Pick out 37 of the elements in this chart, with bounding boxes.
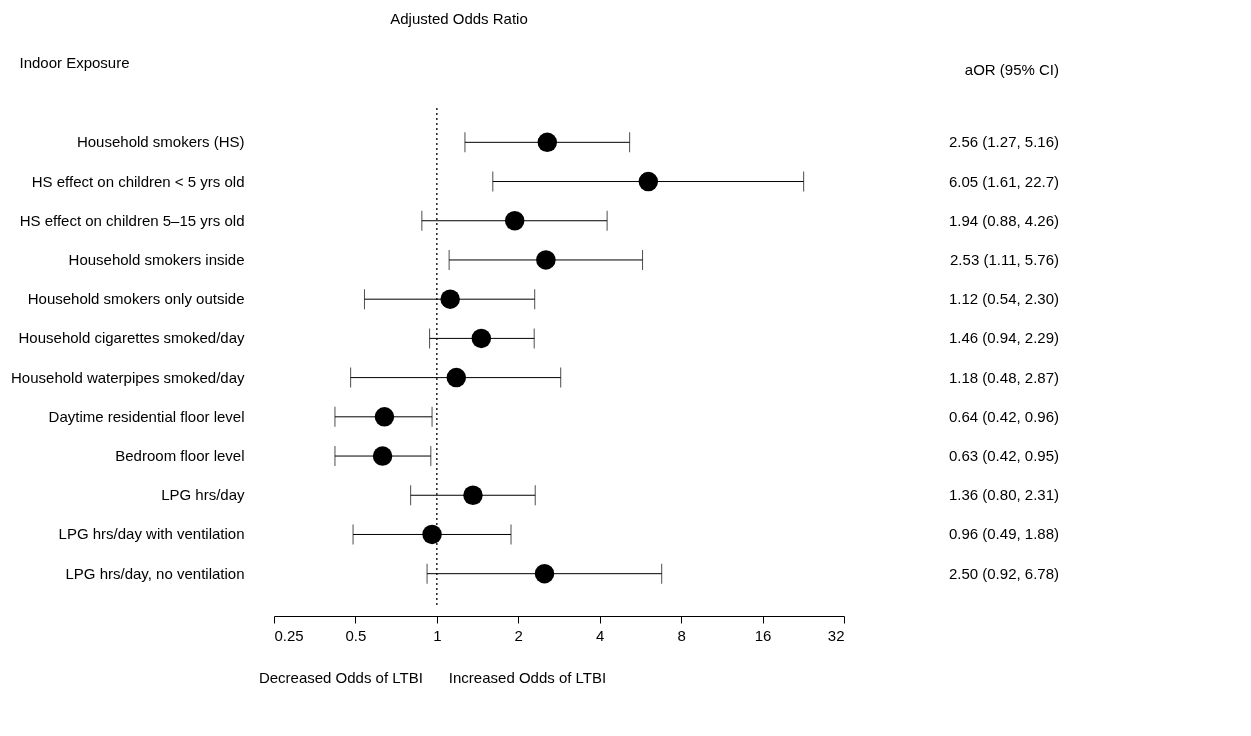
y-tick-label: LPG hrs/day, no ventilation (65, 564, 245, 582)
data-label: 1.36 (0.80, 2.31) (948, 486, 1059, 504)
chart-title: Adjusted Odds Ratio (390, 10, 528, 27)
data-label: 0.63 (0.42, 0.95) (948, 447, 1059, 465)
y-tick-label: HS effect on children < 5 yrs old (31, 172, 245, 190)
y-axis-title: Indoor Exposure (19, 53, 130, 71)
text: Decreased Odds of LTBI (258, 669, 423, 686)
data-label: 1.46 (0.94, 2.29) (948, 329, 1059, 347)
data-label: 6.05 (1.61, 22.7) (948, 172, 1059, 190)
y-tick-label: HS effect on children 5–15 yrs old (19, 211, 245, 229)
y-tick-label: Household smokers only outside (27, 290, 245, 308)
text: aOR (95% CI) (964, 61, 1059, 78)
y-tick-label: Household cigarettes smoked/day (18, 329, 245, 347)
x-tick-label: 2 (514, 626, 523, 644)
data-label: 2.53 (1.11, 5.76) (950, 250, 1059, 268)
data-label: 1.18 (0.48, 2.87) (948, 368, 1059, 386)
data-label: 2.56 (1.27, 5.16) (948, 133, 1059, 151)
y-tick-label: Household smokers inside (68, 250, 245, 268)
data-label: 0.96 (0.49, 1.88) (948, 525, 1059, 543)
data-label: 1.94 (0.88, 4.26) (948, 211, 1059, 229)
y-tick-label: Household smokers (HS) (76, 133, 245, 151)
y-tick-label: LPG hrs/day with ventilation (58, 525, 245, 543)
text: Increased Odds of LTBI (448, 669, 607, 686)
data-label: 0.64 (0.42, 0.96) (948, 407, 1059, 425)
x-tick-label: 0.25 (274, 626, 304, 644)
x-tick-label: 4 (596, 626, 605, 644)
y-tick-label: Bedroom floor level (115, 447, 245, 465)
x-tick-label: 32 (827, 626, 845, 644)
y-tick-label: Household waterpipes smoked/day (11, 368, 245, 386)
x-tick-label: 8 (677, 626, 686, 644)
x-tick-label: 1 (433, 626, 442, 644)
x-tick-label: 16 (754, 626, 772, 644)
y-tick-label: LPG hrs/day (161, 486, 245, 504)
data-label: 2.50 (0.92, 6.78) (948, 564, 1059, 582)
x-tick-label: 0.5 (345, 626, 367, 644)
data-label: 1.12 (0.54, 2.30) (948, 290, 1059, 308)
y-tick-label: Daytime residential floor level (48, 407, 245, 425)
